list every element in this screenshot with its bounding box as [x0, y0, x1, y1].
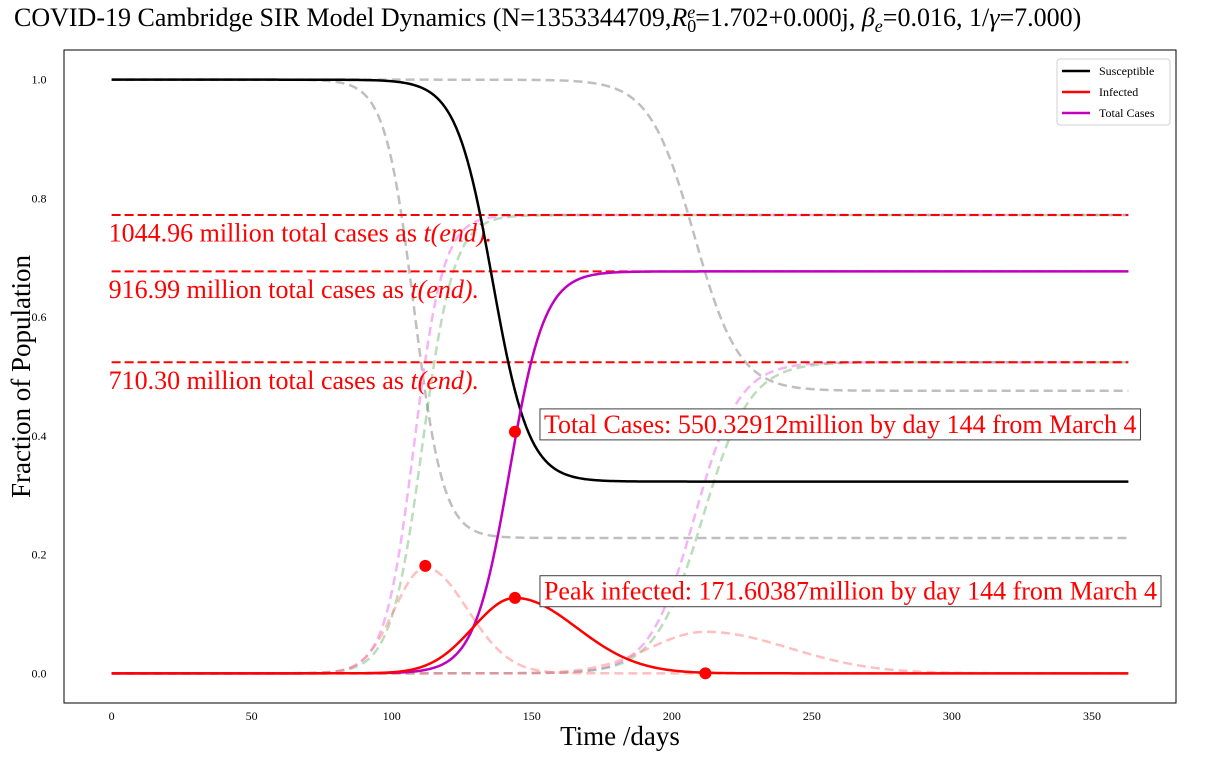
series-line-susceptible [111, 78, 1129, 483]
annotation-box [539, 408, 1141, 441]
hline-label: 1044.96 million total cases as t(end). [109, 219, 492, 248]
chart-title-part: 0 [687, 16, 696, 36]
x-axis-label: Time /days [560, 721, 680, 751]
marker-layer [419, 425, 712, 680]
chart-title-part: β [861, 3, 875, 32]
hline-label: 710.30 million total cases as t(end). [109, 366, 479, 395]
hline-label-suffix: t(end). [423, 219, 492, 248]
hline-label-text: 1044.96 million total cases as [109, 219, 424, 248]
y-tick-label: 0.8 [32, 191, 47, 205]
legend-label: Total Cases [1099, 106, 1155, 120]
annotation-layer: Total Cases: 550.32912million by day 144… [539, 408, 1162, 608]
tick-layer: 0 50 100 150 200 250 300 350 0.0 0.2 0.4 0.6 0.8 1.0 [32, 73, 1101, 723]
chart-title-part: e [875, 16, 883, 36]
hline-label-text: 916.99 million total cases as [109, 275, 411, 304]
annotation-box [539, 575, 1162, 608]
x-tick-label: 200 [663, 709, 681, 723]
chart-title: COVID-19 Cambridge SIR Model Dynamics (N… [14, 2, 1081, 36]
x-tick-label: 100 [383, 709, 401, 723]
y-axis-label: Fraction of Population [6, 255, 36, 498]
y-tick-label: 0.2 [32, 548, 47, 562]
data-marker [508, 591, 521, 604]
annotation-text: Peak infected: 171.60387million by day 1… [544, 577, 1157, 606]
y-tick-label: 0.6 [32, 310, 47, 324]
data-marker [419, 559, 432, 572]
data-marker [699, 667, 712, 680]
y-tick-label: 0.0 [32, 666, 47, 680]
legend-label: Susceptible [1099, 64, 1154, 78]
hline-label-suffix: t(end). [410, 275, 479, 304]
y-tick-label: 1.0 [32, 73, 47, 87]
annotation-text: Total Cases: 550.32912million by day 144… [544, 410, 1137, 439]
hline-layer: 1044.96 million total cases as t(end).91… [109, 214, 1129, 395]
chart-title-part: =7.000) [999, 3, 1081, 32]
chart-title-part: =0.016, 1/ [883, 3, 990, 32]
hline-label: 916.99 million total cases as t(end). [109, 275, 479, 304]
chart-title-part: =1.702+0.000j, [695, 3, 862, 32]
x-tick-label: 350 [1083, 709, 1101, 723]
x-tick-label: 150 [523, 709, 541, 723]
legend: Susceptible Infected Total Cases [1056, 58, 1171, 126]
y-tick-label: 0.4 [32, 429, 47, 443]
chart-title-part: COVID-19 Cambridge SIR Model Dynamics (N… [14, 3, 671, 32]
main-series-layer [111, 78, 1129, 675]
annotation: Total Cases: 550.32912million by day 144… [539, 408, 1141, 441]
data-marker [508, 425, 521, 438]
legend-box [1056, 58, 1171, 126]
chart-title-part: e [687, 2, 695, 22]
hline-label-text: 710.30 million total cases as [109, 366, 411, 395]
x-tick-label: 300 [943, 709, 961, 723]
x-tick-label: 50 [246, 709, 258, 723]
annotation: Peak infected: 171.60387million by day 1… [539, 575, 1162, 608]
x-tick-label: 250 [803, 709, 821, 723]
legend-label: Infected [1099, 85, 1138, 99]
chart-title-part: R [670, 3, 687, 32]
plot-frame [63, 49, 1177, 704]
series-line-infected [111, 596, 1129, 675]
chart-title-part: γ [989, 3, 1000, 32]
x-tick-label: 0 [109, 709, 115, 723]
hline-label-suffix: t(end). [410, 366, 479, 395]
